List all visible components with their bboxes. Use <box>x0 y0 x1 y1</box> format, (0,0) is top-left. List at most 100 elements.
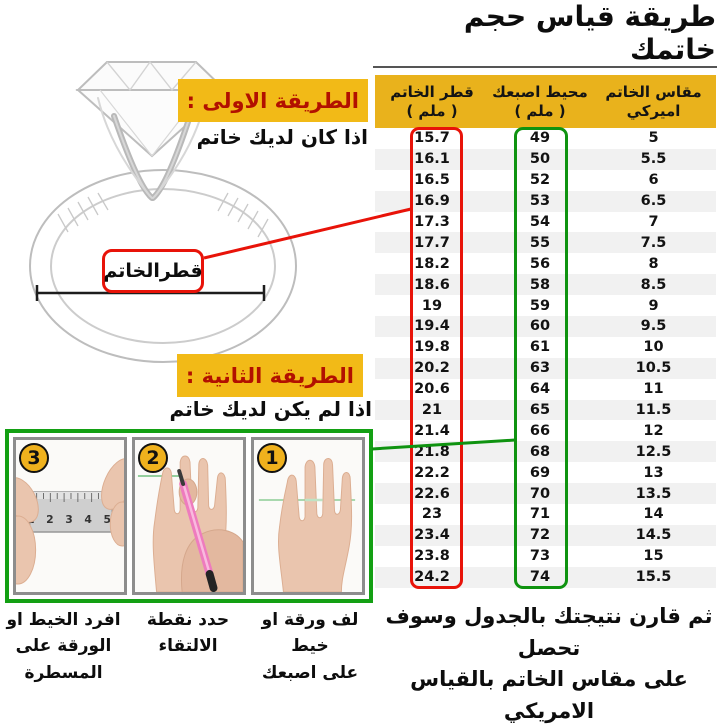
step1-caption: لف ورقة او خيط على اصبعك <box>261 610 359 683</box>
table-cell: 53 <box>529 193 551 210</box>
table-row: 19.8 61 10 <box>375 337 716 358</box>
table-cell: 55 <box>529 234 551 251</box>
method1-subtitle: اذا كان لديك خاتم <box>196 125 368 149</box>
step2-photo: 2 <box>132 437 246 595</box>
table-cell: 73 <box>529 548 551 565</box>
table-cell: 13.5 <box>635 485 672 502</box>
table-cell: 19.8 <box>414 339 450 356</box>
table-cell: 71 <box>529 506 551 523</box>
table-row: 23.8 73 15 <box>375 546 716 567</box>
table-cell: 15.5 <box>635 569 672 586</box>
table-cell: 15.7 <box>414 130 450 147</box>
table-row: 24.2 74 15.5 <box>375 566 716 588</box>
title-underline <box>373 66 717 68</box>
table-cell: 23.8 <box>414 548 450 565</box>
table-row: 22.6 70 13.5 <box>375 483 716 505</box>
table-row: 23 71 14 <box>375 504 716 525</box>
table-row: 21 65 11.5 <box>375 399 716 421</box>
table-cell: 19 <box>421 297 443 314</box>
step2-caption: حدد نقطة الالتقاء <box>146 610 230 657</box>
fingers <box>16 458 124 585</box>
table-row: 21.4 66 12 <box>375 420 716 441</box>
table-cell: 74 <box>529 569 551 586</box>
diameter-measure-line <box>35 285 266 301</box>
step3-photo: 3 1 2 3 4 5 <box>13 437 127 595</box>
size-conversion-table: قطر الخاتم ( ملم ) محيط اصبعك ( ملم ) مق… <box>375 75 716 588</box>
table-cell: 52 <box>529 172 551 189</box>
table-cell: 14.5 <box>635 527 672 544</box>
table-cell: 11 <box>643 381 664 398</box>
table-cell: 50 <box>529 151 551 168</box>
table-row: 23.4 72 14.5 <box>375 524 716 546</box>
table-cell: 10 <box>643 339 664 356</box>
step1-number-badge: 1 <box>257 443 287 473</box>
table-cell: 12 <box>643 422 664 439</box>
table-row: 17.3 54 7 <box>375 212 716 233</box>
step2-number-badge: 2 <box>138 443 168 473</box>
ruler-illustration: 1 2 3 4 5 <box>16 440 124 592</box>
table-cell: 58 <box>529 276 551 293</box>
table-row: 18.6 58 8.5 <box>375 274 716 296</box>
table-cell: 24.2 <box>414 569 450 586</box>
table-cell: 6 <box>648 172 659 189</box>
header-us-size: مقاس الخاتم اميركي <box>605 82 702 120</box>
table-cell: 6.5 <box>640 193 667 210</box>
header-circumference: محيط اصبعك ( ملم ) <box>492 82 588 120</box>
hand-shape <box>278 458 353 592</box>
table-row: 21.8 68 12.5 <box>375 441 716 463</box>
table-cell: 20.6 <box>414 381 450 398</box>
table-cell: 64 <box>529 381 551 398</box>
table-row: 22.2 69 13 <box>375 462 716 483</box>
table-cell: 7.5 <box>640 234 667 251</box>
table-cell: 23.4 <box>414 527 450 544</box>
method2-heading: الطريقة الثانية : <box>176 354 363 397</box>
table-cell: 70 <box>529 485 551 502</box>
table-cell: 13 <box>643 464 664 481</box>
table-row: 19.4 60 9.5 <box>375 316 716 337</box>
table-cell: 14 <box>643 506 664 523</box>
step3-caption: افرد الخيط او الورقة على المسطرة <box>6 610 121 683</box>
table-row: 16.9 53 6.5 <box>375 190 716 212</box>
step3-number-badge: 3 <box>19 443 49 473</box>
header-diameter: قطر الخاتم ( ملم ) <box>390 82 474 120</box>
table-cell: 19.4 <box>414 318 450 335</box>
page-title: طريقة قياس حجم خاتمك <box>463 0 716 66</box>
table-cell: 17.7 <box>414 234 450 251</box>
table-cell: 16.9 <box>414 193 450 210</box>
table-header: قطر الخاتم ( ملم ) محيط اصبعك ( ملم ) مق… <box>375 75 716 128</box>
step1-photo: 1 <box>251 437 365 595</box>
table-cell: 8 <box>648 255 659 272</box>
table-cell: 22.2 <box>414 464 450 481</box>
table-cell: 22.6 <box>414 485 450 502</box>
table-cell: 49 <box>529 130 551 147</box>
ruler-numbers: 1 2 3 4 5 <box>27 513 115 526</box>
table-row: 20.2 63 10.5 <box>375 357 716 379</box>
steps-photo-frame: 3 1 2 3 4 5 2 <box>5 429 373 603</box>
ring-diameter-label: قطرالخاتم <box>102 249 204 293</box>
table-cell: 23 <box>421 506 443 523</box>
table-cell: 66 <box>529 422 551 439</box>
table-cell: 63 <box>529 360 551 377</box>
method1-heading: الطريقة الاولى : <box>177 79 368 122</box>
table-cell: 21.4 <box>414 422 450 439</box>
table-cell: 10.5 <box>635 360 672 377</box>
table-cell: 5.5 <box>640 151 667 168</box>
table-cell: 20.2 <box>414 360 450 377</box>
table-cell: 68 <box>529 443 551 460</box>
table-cell: 12.5 <box>635 443 672 460</box>
table-cell: 61 <box>529 339 551 356</box>
table-cell: 69 <box>529 464 551 481</box>
table-cell: 9 <box>648 297 659 314</box>
table-cell: 18.6 <box>414 276 450 293</box>
table-rows: 15.7 49 5 16.1 50 5.5 16.5 52 6 16.9 53 6.5 17.3 54 7 1… <box>375 128 716 588</box>
table-cell: 9.5 <box>640 318 667 335</box>
table-cell: 7 <box>648 214 659 230</box>
table-row: 16.1 50 5.5 <box>375 148 716 170</box>
table-cell: 15 <box>643 548 664 565</box>
table-row: 20.6 64 11 <box>375 379 716 400</box>
table-cell: 72 <box>529 527 551 544</box>
table-cell: 18.2 <box>414 255 450 272</box>
table-row: 15.7 49 5 <box>375 128 716 149</box>
table-row: 17.7 55 7.5 <box>375 232 716 254</box>
table-cell: 54 <box>529 214 551 230</box>
